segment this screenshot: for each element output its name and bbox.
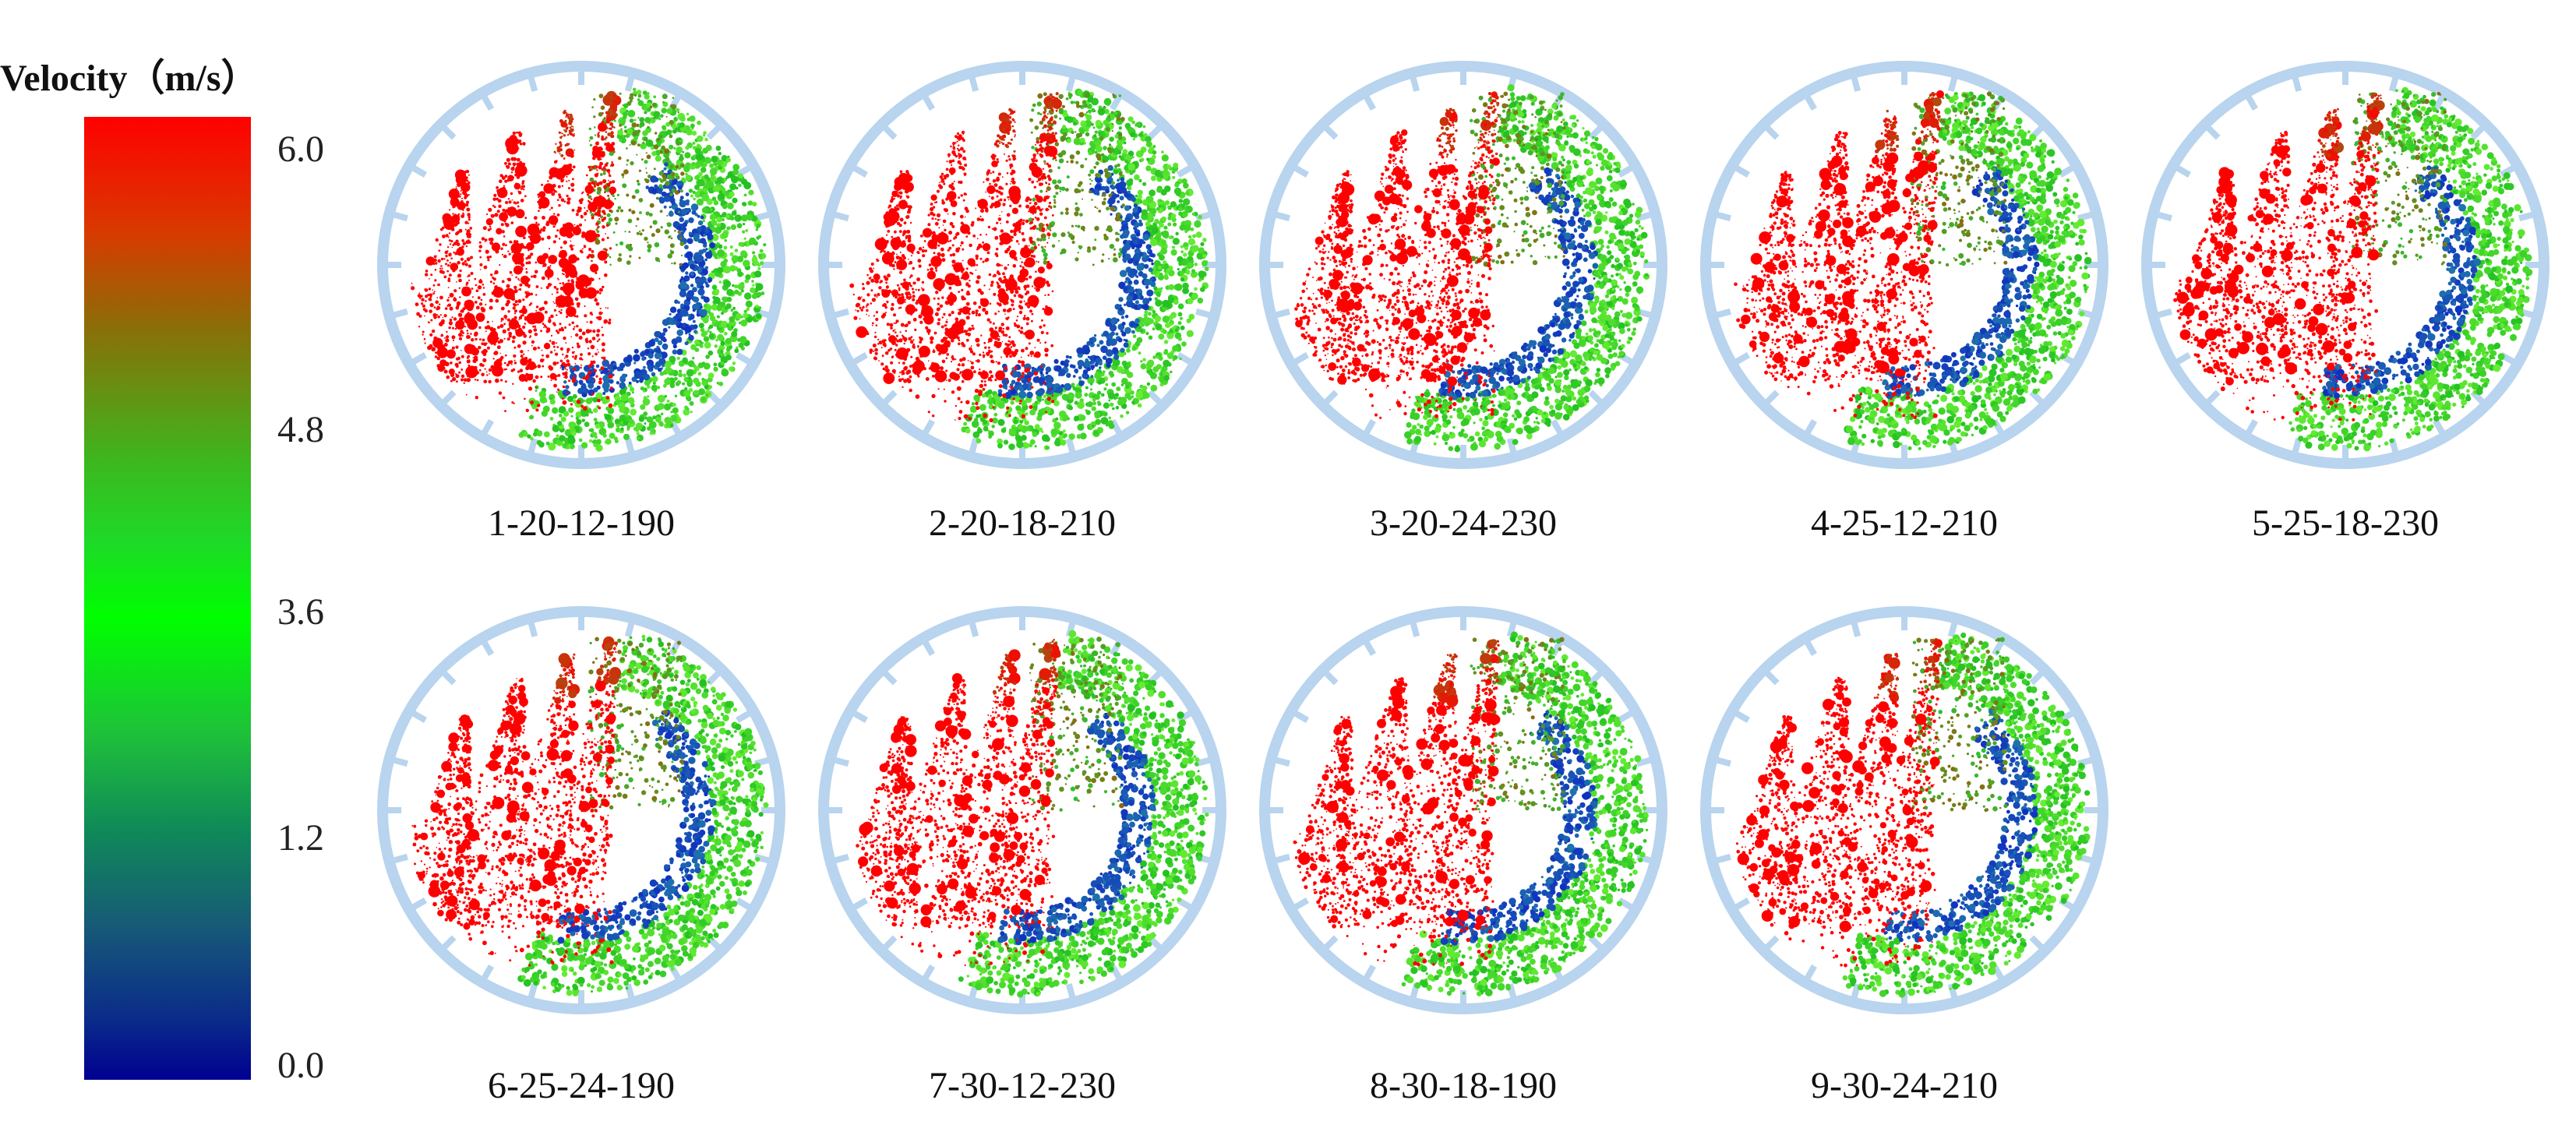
simulation-panel-8 <box>1245 592 1681 1028</box>
colorbar-tick: 4.8 <box>277 411 324 449</box>
colorbar-tick: 3.6 <box>277 594 324 631</box>
simulation-panel-2 <box>804 47 1240 483</box>
panel-label: 9-30-24-210 <box>1686 1067 2123 1105</box>
panel-label: 3-20-24-230 <box>1245 505 1681 542</box>
panel-label: 2-20-18-210 <box>804 505 1240 542</box>
panel-label: 8-30-18-190 <box>1245 1067 1681 1105</box>
simulation-panel-7 <box>804 592 1240 1028</box>
simulation-panel-9 <box>1686 592 2123 1028</box>
colorbar-tick: 0.0 <box>277 1047 324 1084</box>
simulation-panel-5 <box>2127 47 2564 483</box>
panel-label: 6-25-24-190 <box>363 1067 799 1105</box>
colorbar-tick: 1.2 <box>277 820 324 857</box>
colorbar-tick: 6.0 <box>277 131 324 168</box>
legend-title: Velocity（m/s） <box>0 47 358 101</box>
simulation-panel-6 <box>363 592 799 1028</box>
panel-label: 1-20-12-190 <box>363 505 799 542</box>
panel-label: 4-25-12-210 <box>1686 505 2123 542</box>
simulation-panel-4 <box>1686 47 2123 483</box>
velocity-colorbar <box>84 117 251 1080</box>
panel-label: 7-30-12-230 <box>804 1067 1240 1105</box>
simulation-panel-3 <box>1245 47 1681 483</box>
simulation-panel-1 <box>363 47 799 483</box>
panel-label: 5-25-18-230 <box>2127 505 2564 542</box>
